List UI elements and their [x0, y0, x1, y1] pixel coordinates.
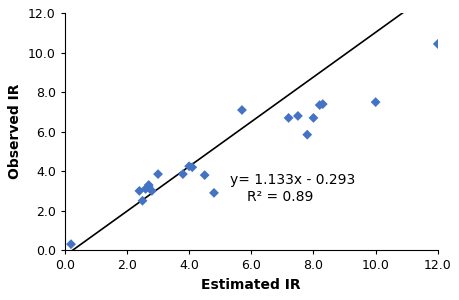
Point — [148, 188, 155, 193]
Point — [309, 116, 316, 120]
Point — [319, 102, 326, 106]
Point — [238, 108, 245, 112]
Point — [142, 187, 149, 191]
Point — [139, 198, 146, 203]
Point — [185, 164, 192, 169]
Point — [67, 242, 74, 247]
Point — [154, 172, 162, 176]
Point — [371, 100, 379, 104]
Point — [179, 172, 186, 176]
Text: R² = 0.89: R² = 0.89 — [246, 190, 312, 204]
Point — [188, 165, 196, 170]
Point — [135, 188, 143, 193]
X-axis label: Estimated IR: Estimated IR — [201, 278, 301, 292]
Point — [145, 183, 152, 188]
Point — [210, 190, 217, 195]
Point — [145, 184, 152, 189]
Point — [303, 132, 310, 137]
Text: y= 1.133x - 0.293: y= 1.133x - 0.293 — [229, 173, 354, 187]
Y-axis label: Observed IR: Observed IR — [8, 84, 22, 179]
Point — [315, 103, 323, 107]
Point — [201, 173, 208, 178]
Point — [284, 116, 291, 120]
Point — [433, 41, 441, 46]
Point — [294, 113, 301, 118]
